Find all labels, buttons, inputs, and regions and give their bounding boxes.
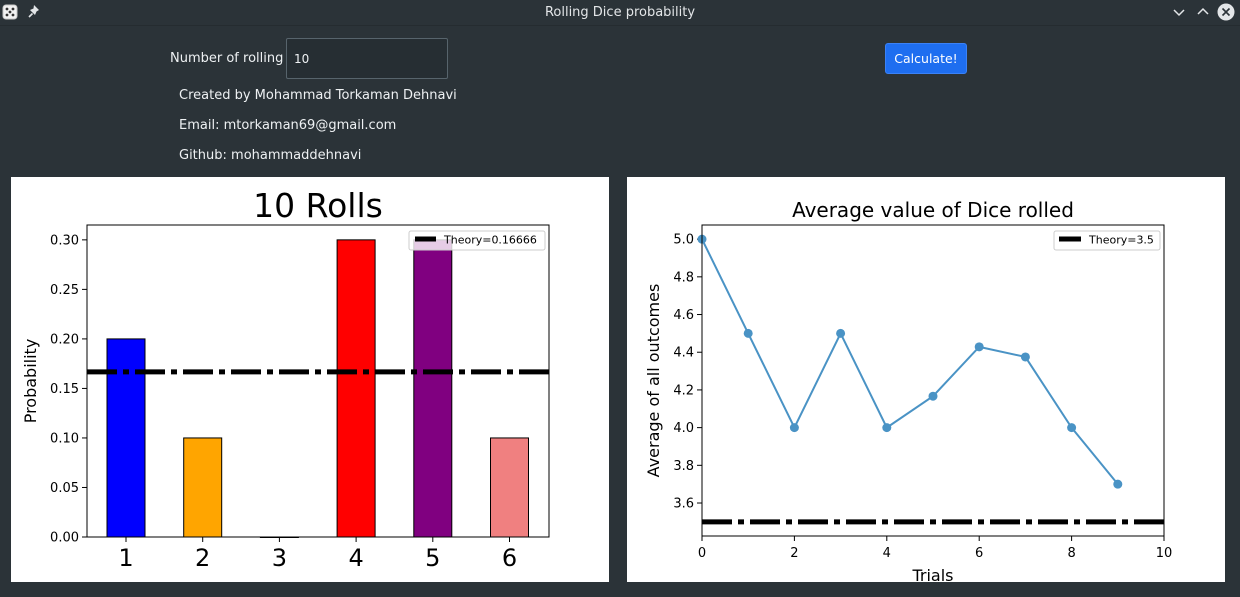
y-tick-label: 0.20	[50, 332, 79, 347]
x-tick-label: 6	[975, 546, 983, 561]
average-line-chart: Average value of Dice rolled Trials Averag…	[644, 198, 1173, 582]
bar-1	[106, 338, 146, 538]
x-tick-label: 3	[272, 544, 287, 572]
maximize-button[interactable]	[1194, 3, 1212, 21]
minimize-button[interactable]	[1170, 3, 1188, 21]
rolls-input[interactable]	[286, 38, 448, 79]
average-point	[1020, 352, 1030, 362]
y-tick-label: 0.00	[50, 531, 79, 546]
bar-5	[413, 239, 453, 538]
legend-label: Theory=3.5	[1088, 234, 1154, 247]
plot-frame	[86, 224, 550, 538]
github-text: Github: mohammaddehnavi	[179, 148, 362, 163]
y-tick-label: 0.15	[50, 382, 79, 397]
x-tick-label: 4	[348, 544, 363, 572]
y-tick-label: 4.6	[673, 308, 694, 323]
line-chart-xlabel: Trials	[911, 566, 953, 582]
legend-box	[1053, 230, 1161, 251]
bar-4	[336, 239, 376, 538]
y-tick-label: 4.0	[673, 421, 694, 436]
legend-label: Theory=0.16666	[443, 234, 537, 247]
email-text: Email: mtorkaman69@gmail.com	[179, 118, 397, 133]
y-tick-label: 3.8	[673, 459, 694, 474]
bar-chart-title: 10 Rolls	[253, 186, 383, 225]
legend-box	[408, 230, 546, 251]
calculate-button[interactable]: Calculate!	[885, 43, 967, 74]
average-point	[789, 423, 799, 433]
y-tick-label: 4.8	[673, 270, 694, 285]
x-tick-label: 5	[425, 544, 440, 572]
y-tick-label: 0.10	[50, 431, 79, 446]
y-tick-label: 3.6	[673, 497, 694, 512]
rolls-label: Number of rolling	[170, 51, 284, 66]
probability-plot-panel: 10 Rolls Probability 0.00 0.05 0.10 0.15 0.20 0…	[11, 177, 609, 582]
x-tick-label: 8	[1067, 546, 1075, 561]
line-chart-ylabel: Average of all outcomes	[644, 284, 663, 478]
bar-2	[183, 437, 223, 538]
y-tick-label: 0.25	[50, 283, 79, 298]
average-point	[836, 328, 846, 338]
y-tick-label: 5.0	[673, 233, 694, 248]
title-bar: Rolling Dice probability	[0, 0, 1240, 26]
average-plot-panel: Average value of Dice rolled Trials Averag…	[627, 177, 1225, 582]
x-tick-label: 10	[1156, 546, 1173, 561]
x-tick-label: 0	[698, 546, 706, 561]
y-tick-label: 4.4	[673, 346, 694, 361]
average-point	[974, 342, 984, 352]
average-point	[1113, 479, 1123, 489]
plot-frame	[701, 224, 1165, 537]
average-point	[882, 423, 892, 433]
average-point	[743, 328, 753, 338]
created-by-text: Created by Mohammad Torkaman Dehnavi	[179, 88, 457, 103]
x-tick-label: 6	[502, 544, 517, 572]
window-title: Rolling Dice probability	[544, 5, 696, 20]
x-tick-label: 4	[883, 546, 891, 561]
y-tick-label: 4.2	[673, 383, 694, 398]
dice-app-icon	[2, 4, 18, 20]
line-chart-title: Average value of Dice rolled	[792, 198, 1074, 222]
close-button[interactable]	[1217, 3, 1235, 21]
y-tick-label: 0.05	[50, 481, 79, 496]
average-series-line	[701, 238, 1119, 485]
bar-6	[490, 437, 529, 538]
average-point	[928, 391, 938, 401]
bar-chart-ylabel: Probability	[21, 339, 40, 424]
x-tick-label: 2	[790, 546, 798, 561]
average-point	[1067, 423, 1077, 433]
y-tick-label: 0.30	[50, 233, 79, 248]
x-tick-label: 2	[195, 544, 210, 572]
pin-icon[interactable]	[27, 4, 41, 20]
probability-bar-chart: 10 Rolls Probability 0.00 0.05 0.10 0.15 0.20 0…	[21, 186, 550, 572]
x-tick-label: 1	[118, 544, 133, 572]
